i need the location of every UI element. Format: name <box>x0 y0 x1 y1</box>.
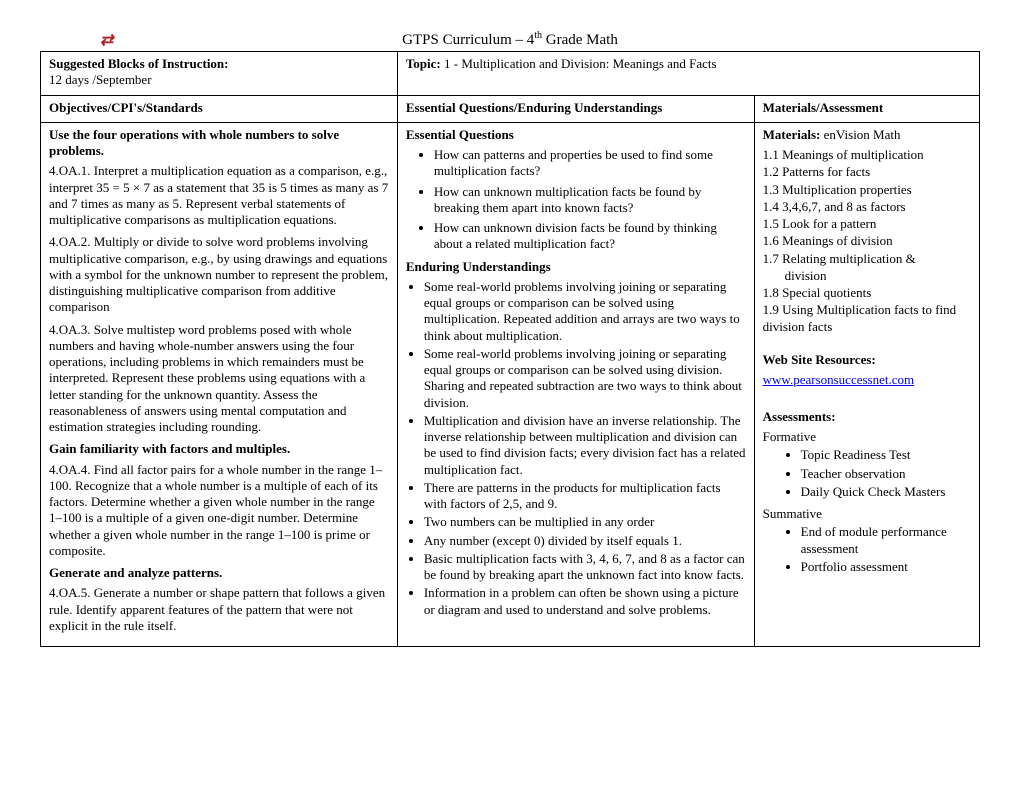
topic-label: Topic: <box>406 56 441 71</box>
objectives-heading-2: Gain familiarity with factors and multip… <box>49 441 290 456</box>
section-item: 1.6 Meanings of division <box>763 233 971 249</box>
materials-cell: Materials: enVision Math 1.1 Meanings of… <box>754 122 979 646</box>
curriculum-table: Suggested Blocks of Instruction: 12 days… <box>40 51 980 647</box>
enduring-understandings-list: Some real-world problems involving joini… <box>406 279 746 618</box>
eu-item: Basic multiplication facts with 3, 4, 6,… <box>424 551 746 584</box>
section-item: 1.1 Meanings of multiplication <box>763 147 971 163</box>
section-item: 1.4 3,4,6,7, and 8 as factors <box>763 199 971 215</box>
logo-icon: ⇄ <box>100 30 113 50</box>
title-suffix: Grade Math <box>542 32 618 48</box>
topic-value: 1 - Multiplication and Division: Meaning… <box>441 56 717 71</box>
materials-label: Materials: <box>763 127 821 142</box>
formative-label: Formative <box>763 429 816 444</box>
page-title: GTPS Curriculum – 4th Grade Math <box>402 30 618 49</box>
summative-item: Portfolio assessment <box>801 559 971 575</box>
eu-item: There are patterns in the products for m… <box>424 480 746 513</box>
assessments-label: Assessments: <box>763 409 971 425</box>
standard-4oa3: 4.OA.3. Solve multistep word problems po… <box>49 322 389 436</box>
section-item: 1.5 Look for a pattern <box>763 216 971 232</box>
summative-item: End of module performance assessment <box>801 524 971 557</box>
objectives-heading-3: Generate and analyze patterns. <box>49 565 222 580</box>
eu-item: Some real-world problems involving joini… <box>424 346 746 411</box>
section-item: 1.9 Using Multiplication facts to find d… <box>763 302 971 335</box>
content-row: Use the four operations with whole numbe… <box>41 122 980 646</box>
topic-cell: Topic: 1 - Multiplication and Division: … <box>397 52 979 96</box>
eu-item: Some real-world problems involving joini… <box>424 279 746 344</box>
eq-item: How can unknown multiplication facts be … <box>434 184 746 217</box>
header-essential-questions: Essential Questions/Enduring Understandi… <box>397 95 754 122</box>
header-materials: Materials/Assessment <box>754 95 979 122</box>
formative-list: Topic Readiness Test Teacher observation… <box>763 447 971 500</box>
suggested-blocks-cell: Suggested Blocks of Instruction: 12 days… <box>41 52 398 96</box>
web-resources-link[interactable]: www.pearsonsuccessnet.com <box>763 372 915 387</box>
essential-questions-heading: Essential Questions <box>406 127 746 143</box>
formative-item: Daily Quick Check Masters <box>801 484 971 500</box>
web-resources-label: Web Site Resources: <box>763 352 971 368</box>
eu-item: Any number (except 0) divided by itself … <box>424 533 746 549</box>
standard-4oa4: 4.OA.4. Find all factor pairs for a whol… <box>49 462 389 560</box>
suggested-blocks-value: 12 days /September <box>49 72 152 87</box>
title-prefix: GTPS Curriculum – 4 <box>402 32 534 48</box>
materials-value: enVision Math <box>820 127 900 142</box>
eu-item: Two numbers can be multiplied in any ord… <box>424 514 746 530</box>
section-item: 1.7 Relating multiplication & <box>763 251 971 267</box>
summative-label: Summative <box>763 506 822 521</box>
materials-sections-list: 1.1 Meanings of multiplication 1.2 Patte… <box>763 147 971 335</box>
section-item: 1.2 Patterns for facts <box>763 164 971 180</box>
objectives-cell: Use the four operations with whole numbe… <box>41 122 398 646</box>
eu-item: Information in a problem can often be sh… <box>424 585 746 618</box>
suggested-blocks-label: Suggested Blocks of Instruction: <box>49 56 229 71</box>
essential-questions-cell: Essential Questions How can patterns and… <box>397 122 754 646</box>
standard-4oa2: 4.OA.2. Multiply or divide to solve word… <box>49 234 389 315</box>
eu-item: Multiplication and division have an inve… <box>424 413 746 478</box>
summative-list: End of module performance assessment Por… <box>763 524 971 575</box>
column-headers-row: Objectives/CPI's/Standards Essential Que… <box>41 95 980 122</box>
section-item-indent: division <box>763 268 971 284</box>
standard-4oa1: 4.OA.1. Interpret a multiplication equat… <box>49 163 389 228</box>
header-objectives: Objectives/CPI's/Standards <box>41 95 398 122</box>
formative-item: Teacher observation <box>801 466 971 482</box>
standard-4oa5: 4.OA.5. Generate a number or shape patte… <box>49 585 389 634</box>
section-item: 1.8 Special quotients <box>763 285 971 301</box>
eq-item: How can unknown division facts be found … <box>434 220 746 253</box>
title-sup: th <box>534 30 542 41</box>
page-header: ⇄ GTPS Curriculum – 4th Grade Math <box>40 30 980 49</box>
eq-item: How can patterns and properties be used … <box>434 147 746 180</box>
enduring-understandings-heading: Enduring Understandings <box>406 259 746 275</box>
instruction-row: Suggested Blocks of Instruction: 12 days… <box>41 52 980 96</box>
essential-questions-list: How can patterns and properties be used … <box>406 147 746 253</box>
section-item: 1.3 Multiplication properties <box>763 182 971 198</box>
formative-item: Topic Readiness Test <box>801 447 971 463</box>
objectives-heading-1: Use the four operations with whole numbe… <box>49 127 339 158</box>
